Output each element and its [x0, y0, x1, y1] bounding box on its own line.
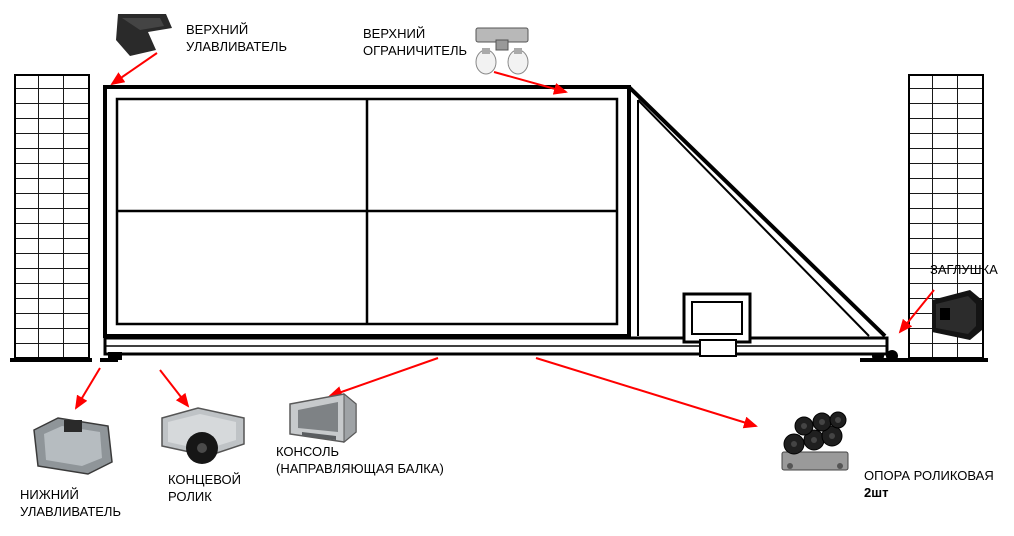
label-upper-catcher: ВЕРХНИЙ УЛАВЛИВАТЕЛЬ: [186, 22, 287, 56]
component-console: [290, 394, 356, 442]
component-upper-limiter: [476, 28, 528, 74]
label-lower-catcher: НИЖНИЙ УЛАВЛИВАТЕЛЬ: [20, 487, 121, 521]
label-console: КОНСОЛЬ (НАПРАВЛЯЮЩАЯ БАЛКА): [276, 444, 444, 478]
label-end-roller: КОНЦЕВОЙ РОЛИК: [168, 472, 241, 506]
component-lower-catcher: [34, 418, 112, 474]
component-end-cap: [932, 290, 982, 340]
gate-diagram: [0, 0, 1014, 536]
label-roller-support-qty: 2шт: [864, 485, 888, 500]
label-end-cap: ЗАГЛУШКА: [930, 262, 998, 279]
label-roller-support-text: ОПОРА РОЛИКОВАЯ: [864, 468, 994, 483]
component-roller-support: [782, 412, 848, 470]
component-end-roller: [162, 408, 244, 464]
label-upper-limiter: ВЕРХНИЙ ОГРАНИЧИТЕЛЬ: [363, 26, 467, 60]
component-upper-catcher: [116, 14, 172, 56]
label-roller-support: ОПОРА РОЛИКОВАЯ 2шт: [864, 451, 1014, 502]
